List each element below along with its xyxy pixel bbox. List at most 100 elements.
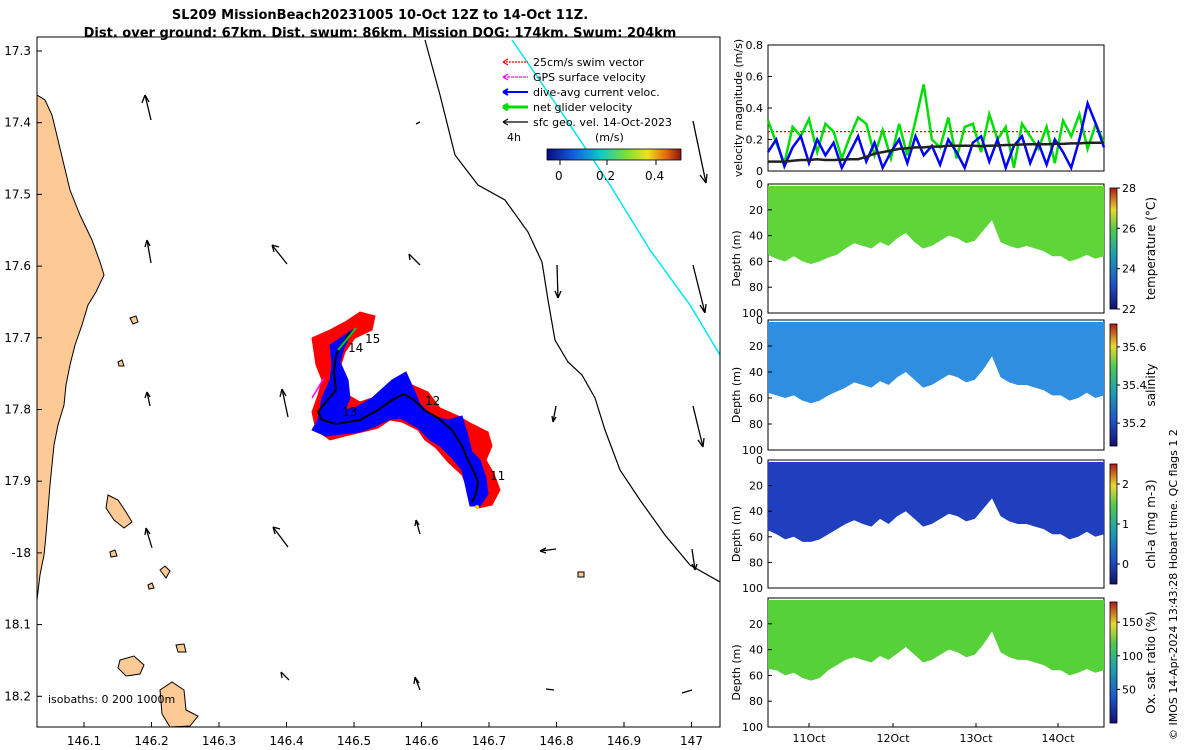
day-label-11: 11 xyxy=(490,469,505,483)
colorbar-tick-label: 1 xyxy=(1122,518,1129,531)
depth-tick-label: 0 xyxy=(756,314,763,327)
map-legend: 25cm/s swim vector GPS surface velocity … xyxy=(502,56,682,183)
lat-tick-label: 18.1 xyxy=(4,618,31,632)
time-tick-label: 12Oct xyxy=(876,732,910,745)
depth-tick-label: 40 xyxy=(749,505,763,518)
gps-surface-velocity xyxy=(311,377,325,399)
lon-tick-label: 146.9 xyxy=(607,734,641,748)
isobath-1000m xyxy=(424,39,720,583)
svg-text:dive-avg current veloc.: dive-avg current veloc. xyxy=(533,86,660,99)
legend-sfc-geo-vel: sfc geo. vel. 14-Oct-2023 xyxy=(502,116,672,129)
time-axis: 11Oct 12Oct 13Oct 14Oct xyxy=(792,723,1075,745)
lat-tick-label: 17.5 xyxy=(4,187,31,201)
section-panel: 0 20 40 60 80 100 Depth (m) 35.2 35.4 35.6 salinit… xyxy=(730,314,1158,457)
dive-avg-current-envelope xyxy=(311,328,489,507)
isobaths-label: isobaths: 0 200 1000m xyxy=(48,693,175,706)
depth-tick-label: 20 xyxy=(749,480,763,493)
velocity-series-line xyxy=(766,84,1106,169)
map-axes: 146.1 146.2 146.3 146.4 146.5 146.6 146.7 146.8… xyxy=(4,44,703,748)
section-data-fill xyxy=(768,322,1104,404)
colorbar-tick-label: 24 xyxy=(1122,263,1136,276)
lon-tick-label: 146.3 xyxy=(202,734,236,748)
isobath-200m xyxy=(511,39,720,356)
velocity-ytick-label: 0 xyxy=(756,165,763,178)
legend-net-glider: net glider velocity xyxy=(502,101,633,114)
depth-tick-label: 80 xyxy=(749,281,763,294)
section-colorbar xyxy=(1109,323,1118,447)
time-tick-label: 11Oct xyxy=(792,732,826,745)
section-panel: 0 20 40 60 80 100 Depth (m) 22 24 26 28 temperature… xyxy=(730,178,1158,320)
legend-swim-vector: 25cm/s swim vector xyxy=(502,56,644,69)
depth-tick-label: 60 xyxy=(749,392,763,405)
lat-tick-label: 17.7 xyxy=(4,331,31,345)
velocity-ylabel: velocity magnitude (m/s) xyxy=(732,39,745,177)
depth-tick-label: 0 xyxy=(756,178,763,191)
section-data-fill xyxy=(768,186,1104,264)
lon-tick-label: 146.1 xyxy=(67,734,101,748)
colorbar-label: temperature (°C) xyxy=(1144,197,1158,300)
colorbar-tick-1: 0.2 xyxy=(596,169,615,183)
lat-tick-label: 17.9 xyxy=(4,474,31,488)
day-label-15: 15 xyxy=(365,332,380,346)
section-colorbar xyxy=(1109,187,1118,310)
depth-tick-label: 80 xyxy=(749,556,763,569)
lon-tick-label: 146.7 xyxy=(472,734,506,748)
colorbar-tick-label: 22 xyxy=(1122,303,1136,316)
colorbar-tick-label: 35.2 xyxy=(1122,417,1147,430)
day-label-14: 14 xyxy=(348,341,363,355)
lat-tick-label: 18.2 xyxy=(4,689,31,703)
legend-gps-surface: GPS surface velocity xyxy=(502,71,646,84)
colorbar-tick-0: 0 xyxy=(555,169,563,183)
velocity-ytick-label: 0.2 xyxy=(746,134,764,147)
depth-tick-label: 60 xyxy=(749,531,763,544)
map-frame xyxy=(36,36,721,728)
svg-text:net glider velocity: net glider velocity xyxy=(533,101,633,114)
section-data-fill xyxy=(768,462,1104,542)
lat-tick-label: 17.4 xyxy=(4,116,31,130)
section-ylabel: Depth (m) xyxy=(730,367,743,423)
credit-text: © IMOS 14-Apr-2024 13:43:28 Hobart time.… xyxy=(1167,429,1180,740)
glider-track xyxy=(311,311,501,509)
section-ylabel: Depth (m) xyxy=(730,230,743,286)
velocity-ytick-label: 0.6 xyxy=(746,71,764,84)
depth-tick-label: 40 xyxy=(749,230,763,243)
island-3 xyxy=(159,681,199,727)
depth-tick-label: 60 xyxy=(749,669,763,682)
section-data-fill xyxy=(768,600,1104,681)
colorbar-tick-label: 0 xyxy=(1122,558,1129,571)
section-colorbar xyxy=(1109,463,1118,585)
lon-tick-label: 146.8 xyxy=(539,734,573,748)
lat-tick-label: -18 xyxy=(11,546,31,560)
lon-tick-label: 146.5 xyxy=(337,734,371,748)
section-panel: 0 20 40 60 80 100 Depth (m) 0 1 2 chl-a (mg m-3) xyxy=(730,454,1158,595)
svg-text:sfc geo. vel. 14-Oct-2023: sfc geo. vel. 14-Oct-2023 xyxy=(533,116,672,129)
island-2 xyxy=(117,655,145,677)
depth-tick-label: 80 xyxy=(749,695,763,708)
depth-tick-label: 100 xyxy=(742,307,763,320)
depth-tick-label: 100 xyxy=(742,582,763,595)
speed-colorbar xyxy=(546,148,682,161)
glider-track-map: 15 14 13 12 11 isobaths: 0 200 1000m 146… xyxy=(4,36,721,748)
island-4 xyxy=(159,565,171,579)
depth-tick-label: 0 xyxy=(756,454,763,467)
velocity-series-line xyxy=(768,141,1104,163)
section-ylabel: Depth (m) xyxy=(730,644,743,700)
island-6 xyxy=(577,571,585,578)
depth-tick-label: 100 xyxy=(742,721,763,734)
lat-tick-label: 17.6 xyxy=(4,259,31,273)
svg-text:25cm/s swim vector: 25cm/s swim vector xyxy=(533,56,644,69)
figure-title-line1: SL209 MissionBeach20231005 10-Oct 12Z to… xyxy=(171,8,589,23)
island-8 xyxy=(147,582,155,590)
depth-tick-label: 40 xyxy=(749,644,763,657)
section-ylabel: Depth (m) xyxy=(730,506,743,562)
colorbar-tick-label: 2 xyxy=(1122,478,1129,491)
velocity-ytick-label: 0.4 xyxy=(746,102,764,115)
island-5 xyxy=(129,315,139,325)
colorbar-tick-label: 26 xyxy=(1122,222,1136,235)
legend-dive-avg-current: dive-avg current veloc. xyxy=(502,86,660,99)
colorbar-unit-label: (m/s) xyxy=(595,131,624,144)
island-10 xyxy=(109,549,118,558)
velocity-series-line xyxy=(766,99,1106,172)
